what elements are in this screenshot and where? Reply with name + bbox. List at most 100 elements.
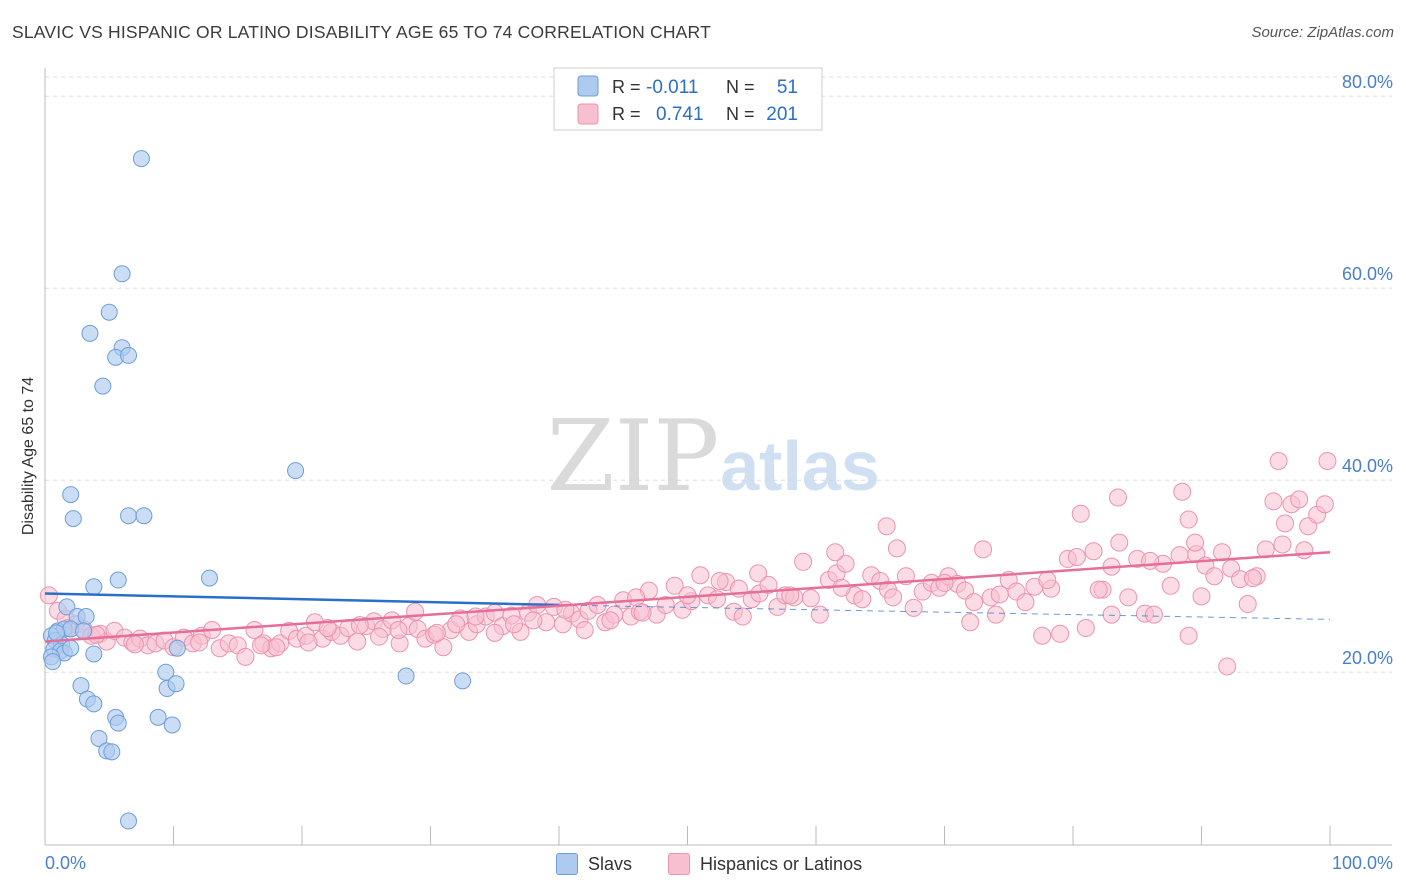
hispanics-point — [965, 593, 984, 612]
hispanics-point — [1186, 533, 1205, 552]
hispanics-point — [389, 620, 408, 639]
hispanics-point — [904, 598, 923, 617]
slavs-point — [85, 578, 103, 596]
hispanics-point — [348, 632, 367, 651]
hispanics-point — [986, 605, 1005, 624]
hispanics-point — [575, 620, 594, 639]
hispanics-point — [887, 539, 906, 558]
slavs-point — [100, 303, 118, 321]
slavs-point — [94, 377, 112, 395]
legend-item-slavs: Slavs — [556, 852, 632, 876]
hispanics-point — [1084, 542, 1103, 561]
y-tick-label: 80.0% — [1342, 72, 1393, 92]
slavs-point — [149, 708, 167, 726]
hispanics-point — [749, 564, 768, 583]
slavs-trend-dashed — [558, 604, 1331, 620]
slavs-point — [120, 812, 138, 830]
slavs-point — [48, 624, 66, 642]
hispanics-point — [801, 589, 820, 608]
hispanics-point — [406, 602, 425, 621]
hispanics-point — [633, 603, 652, 622]
hispanics-point — [1161, 576, 1180, 595]
hispanics-point — [1264, 492, 1283, 511]
hispanics-point — [1269, 452, 1288, 470]
hispanics-point — [267, 638, 286, 657]
slavs-point — [132, 150, 150, 168]
legend-hisp-n-label: N = — [726, 104, 755, 124]
hispanics-point — [1071, 504, 1090, 523]
slavs-point — [120, 346, 138, 364]
hispanics-point — [1119, 588, 1138, 607]
y-tick-label: 20.0% — [1342, 648, 1393, 668]
hispanics-point — [1192, 587, 1211, 606]
hispanics-point — [588, 596, 607, 614]
hispanics-point — [1238, 595, 1257, 614]
legend-hisp-r-value: 0.741 — [656, 104, 704, 125]
slavs-point — [120, 507, 138, 525]
legend-top-box — [553, 67, 823, 131]
legend-hisp-label: Hispanics or Latinos — [700, 853, 863, 874]
slavs-point — [397, 667, 415, 685]
hispanics-point — [1179, 510, 1198, 529]
hispanics-point — [505, 615, 524, 634]
slavs-point — [109, 714, 127, 732]
slavs-point — [109, 571, 127, 589]
hispanics-point — [884, 588, 903, 607]
y-tick-label: 40.0% — [1342, 456, 1393, 476]
hispanics-point — [961, 613, 980, 632]
x-tick-label: 100.0% — [1332, 853, 1393, 873]
hispanics-point — [1051, 624, 1070, 643]
hispanics-point — [810, 605, 829, 624]
hispanics-point — [1089, 580, 1108, 599]
legend-item-hispanics: Hispanics or Latinos — [668, 852, 862, 876]
hispanics-point — [1173, 482, 1192, 501]
hispanics-point — [447, 615, 466, 634]
hispanics-point — [299, 633, 318, 652]
hispanics-point — [1243, 569, 1262, 588]
hispanics-point — [853, 590, 872, 609]
hispanics-point — [1110, 533, 1129, 552]
hispanics-point — [1179, 626, 1198, 645]
slavs-point — [81, 324, 99, 342]
hispanics-point — [485, 623, 504, 642]
hispanics-point — [1290, 490, 1309, 509]
hispanics-point — [1315, 495, 1334, 514]
hispanics-point — [656, 596, 675, 614]
hispanics-point — [1273, 535, 1292, 554]
hispanics-point — [935, 573, 954, 592]
legend-hisp-bottom-swatch — [668, 853, 690, 875]
hispanics-point — [1108, 488, 1127, 507]
slavs-point — [287, 462, 305, 480]
slavs-point — [167, 675, 185, 693]
hispanics-point — [427, 623, 446, 642]
hispanics-point — [759, 575, 778, 594]
hispanics-point — [39, 586, 58, 605]
hispanics-point — [1033, 626, 1052, 645]
hispanics-point — [826, 543, 845, 562]
slavs-point — [454, 672, 472, 690]
hispanics-point — [974, 540, 993, 559]
hispanics-point — [1067, 548, 1086, 566]
hispanics-point — [601, 611, 620, 630]
slavs-point — [85, 695, 103, 713]
legend-slavs-r-value: -0.011 — [646, 77, 698, 98]
slavs-points — [42, 150, 472, 830]
legend-hisp-n-value: 201 — [766, 104, 798, 125]
slavs-trend-line — [44, 592, 560, 607]
legend-hisp-swatch — [577, 103, 599, 125]
hispanics-point — [691, 566, 710, 585]
hispanics-point — [710, 572, 729, 590]
slavs-point — [62, 486, 80, 504]
hispanics-point — [1218, 657, 1237, 676]
slavs-point — [62, 639, 80, 657]
slavs-point — [85, 645, 103, 663]
y-axis-label: Disability Age 65 to 74 — [20, 377, 37, 535]
slavs-point — [75, 622, 93, 640]
hispanics-point — [1276, 514, 1295, 533]
chart-title: SLAVIC VS HISPANIC OR LATINO DISABILITY … — [12, 22, 711, 42]
hispanics-point — [251, 636, 270, 655]
slavs-point — [90, 729, 108, 747]
legend-slavs-bottom-swatch — [556, 853, 578, 875]
y-tick-label: 60.0% — [1342, 264, 1393, 284]
hispanics-point — [1076, 619, 1095, 638]
